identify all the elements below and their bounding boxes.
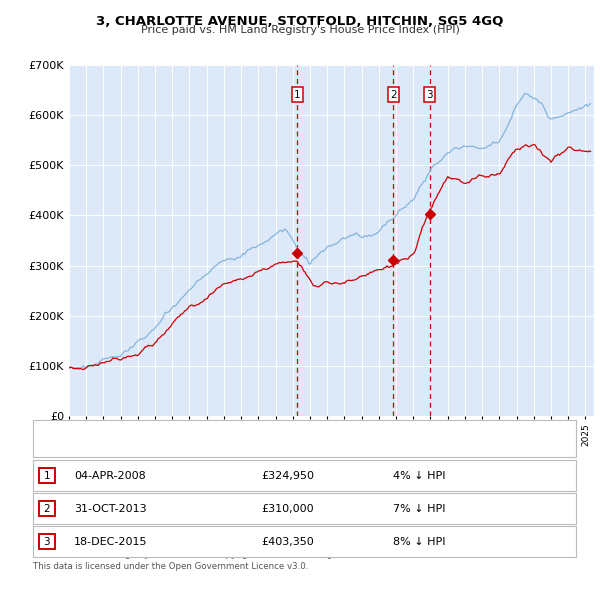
Text: 8% ↓ HPI: 8% ↓ HPI [393,537,445,546]
Text: 3, CHARLOTTE AVENUE, STOTFOLD, HITCHIN, SG5 4GQ: 3, CHARLOTTE AVENUE, STOTFOLD, HITCHIN, … [97,15,503,28]
Text: 04-APR-2008: 04-APR-2008 [74,471,146,480]
Text: £403,350: £403,350 [261,537,314,546]
Text: 7% ↓ HPI: 7% ↓ HPI [393,504,445,513]
Text: 1: 1 [43,471,50,480]
Text: 31-OCT-2013: 31-OCT-2013 [74,504,146,513]
Text: 2: 2 [390,90,397,100]
Text: 3: 3 [427,90,433,100]
Text: £324,950: £324,950 [261,471,314,480]
Text: 4% ↓ HPI: 4% ↓ HPI [393,471,445,480]
Text: 2: 2 [43,504,50,513]
Text: Contains HM Land Registry data © Crown copyright and database right 2024.: Contains HM Land Registry data © Crown c… [33,550,368,559]
Text: 1: 1 [294,90,301,100]
Text: £310,000: £310,000 [261,504,314,513]
Text: 18-DEC-2015: 18-DEC-2015 [74,537,148,546]
Text: 3: 3 [43,537,50,546]
Text: This data is licensed under the Open Government Licence v3.0.: This data is licensed under the Open Gov… [33,562,308,571]
Text: Price paid vs. HM Land Registry's House Price Index (HPI): Price paid vs. HM Land Registry's House … [140,25,460,35]
Text: 3, CHARLOTTE AVENUE, STOTFOLD, HITCHIN, SG5 4GQ (detached house): 3, CHARLOTTE AVENUE, STOTFOLD, HITCHIN, … [68,425,414,435]
Text: HPI: Average price, detached house, Central Bedfordshire: HPI: Average price, detached house, Cent… [68,442,343,452]
